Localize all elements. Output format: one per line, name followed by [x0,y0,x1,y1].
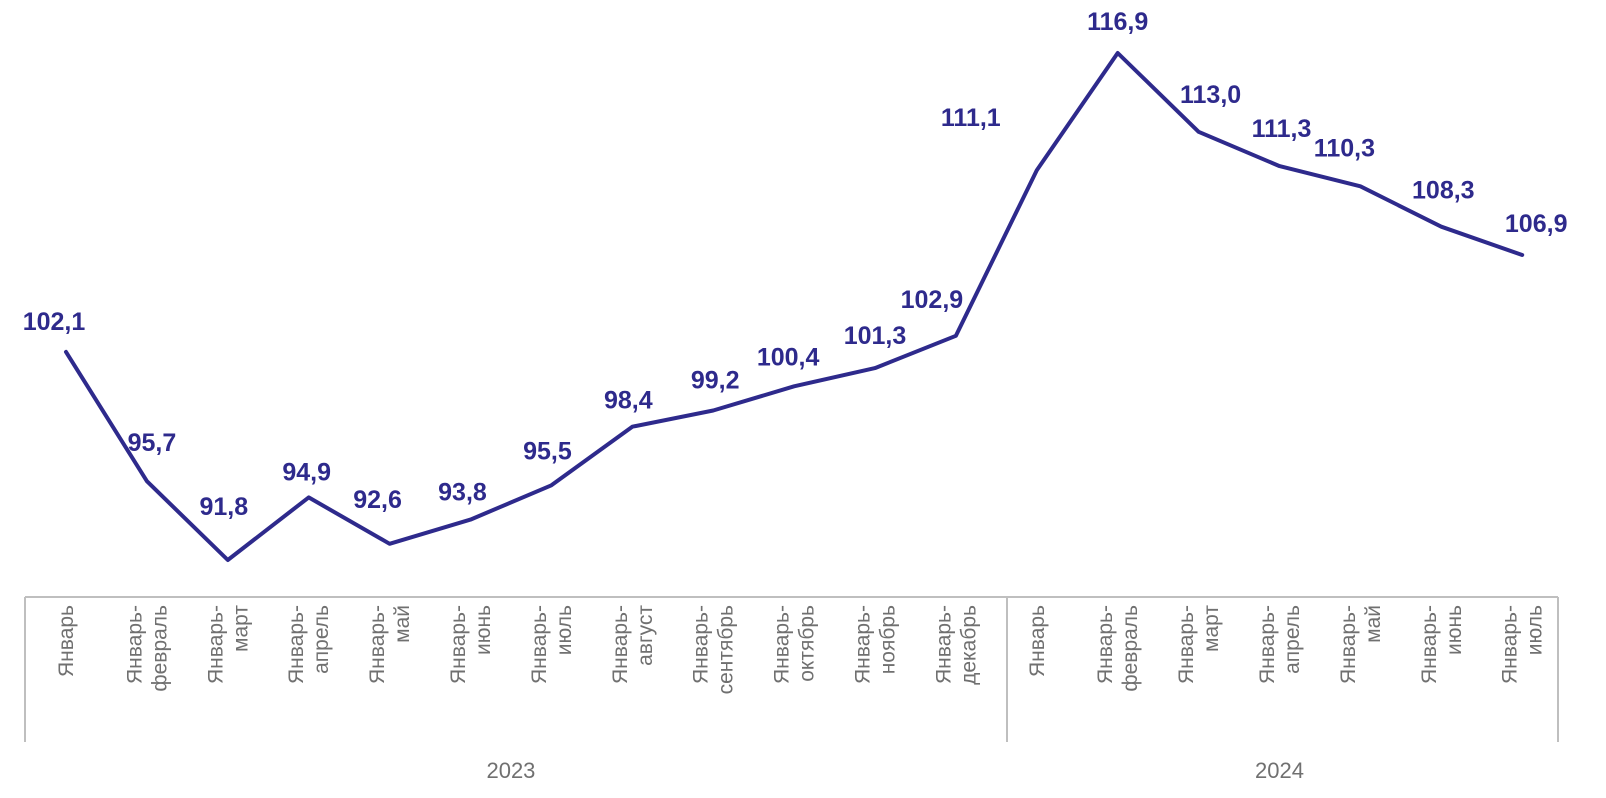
tick-label: Январь-апрель [1256,605,1304,684]
tick-label-line: Январь- [771,605,794,684]
tick-label: Январь-октябрь [771,605,819,684]
year-label: 2023 [486,758,535,783]
tick-label: Январь-июль [1499,605,1547,684]
tick-label-line: апрель [310,605,333,674]
tick-label: Январь-май [366,605,414,684]
tick-label: Январь [1026,605,1049,677]
tick-label-line: февраль [148,605,171,692]
tick-label-line: Январь- [204,605,227,684]
data-label: 110,3 [1314,134,1375,162]
tick-label-line: Январь- [1418,605,1441,684]
data-label: 94,9 [282,458,331,486]
tick-label-line: Январь [1026,605,1049,677]
data-label: 93,8 [438,479,487,507]
tick-label-line: Январь- [1499,605,1522,684]
tick-label-line: март [1200,605,1223,652]
tick-label-line: май [391,605,414,643]
tick-label: Январь-август [609,605,657,684]
year-label-group: 2023 2024 [486,758,1304,783]
tick-label-line: август [634,605,657,666]
data-label: 106,9 [1505,210,1568,238]
data-label: 111,3 [1252,115,1312,143]
tick-label-line: февраль [1119,605,1142,692]
tick-label-line: март [229,605,252,652]
tick-label-line: Январь- [123,605,146,684]
tick-label: Январь-март [1175,605,1223,684]
data-label: 113,0 [1180,81,1241,109]
tick-label: Январь-сентябрь [690,605,738,694]
data-label: 102,9 [901,286,964,314]
tick-label-line: Январь- [528,605,551,684]
tick-label-line: сентябрь [715,605,738,694]
tick-label: Январь-июнь [447,605,495,684]
data-label: 111,1 [941,104,1001,132]
data-label: 100,4 [757,343,820,371]
tick-label-line: апрель [1281,605,1304,674]
tick-label-group: Январь Январь-февраль Январь-март Январь-ап… [55,605,1547,695]
tick-label: Январь [55,605,78,677]
tick-label: Январь-май [1337,605,1385,684]
tick-label-line: июль [1524,605,1547,655]
tick-label-line: Январь- [690,605,713,684]
tick-label-line: Январь [55,605,78,677]
data-label: 108,3 [1412,177,1475,205]
series-line [64,51,1525,562]
data-label: 95,7 [128,429,177,457]
data-label: 99,2 [691,367,740,395]
tick-label: Январь-июнь [1418,605,1466,684]
tick-label: Январь-февраль [1094,605,1142,692]
data-label-group: 102,1 95,7 91,8 94,9 92,6 93,8 95,5 98,4 99,2 100… [23,8,1568,521]
tick-label: Январь-ноябрь [852,605,900,684]
tick-label-line: июнь [472,605,495,655]
year-label: 2024 [1255,758,1304,783]
tick-label-line: Январь- [1256,605,1279,684]
tick-label-line: декабрь [957,605,980,685]
tick-label-line: Январь- [447,605,470,684]
tick-label-line: май [1362,605,1385,643]
tick-label: Январь-апрель [285,605,333,684]
tick-label: Январь-июль [528,605,576,684]
data-label: 98,4 [604,387,653,415]
data-label: 95,5 [523,437,572,465]
tick-label-line: Январь- [285,605,308,684]
data-label: 116,9 [1087,8,1148,36]
tick-label-line: Январь- [852,605,875,684]
tick-label-line: Январь- [609,605,632,684]
data-label: 101,3 [844,322,907,350]
tick-label-line: октябрь [796,605,819,682]
data-label: 92,6 [353,486,402,514]
tick-label-line: Январь- [932,605,955,684]
tick-label-line: Январь- [1175,605,1198,684]
data-label: 102,1 [23,308,86,336]
tick-label-line: июль [553,605,576,655]
tick-label-line: Январь- [1337,605,1360,684]
tick-label-line: июнь [1443,605,1466,655]
tick-label: Январь-март [204,605,252,684]
tick-label-line: Январь- [1094,605,1117,684]
data-label: 91,8 [199,493,248,521]
series-line-group [64,51,1525,562]
tick-label-line: ноябрь [877,605,900,674]
tick-label: Январь-февраль [123,605,171,692]
tick-label: Январь-декабрь [932,605,980,685]
category-axis [24,596,1559,742]
tick-label-line: Январь- [366,605,389,684]
